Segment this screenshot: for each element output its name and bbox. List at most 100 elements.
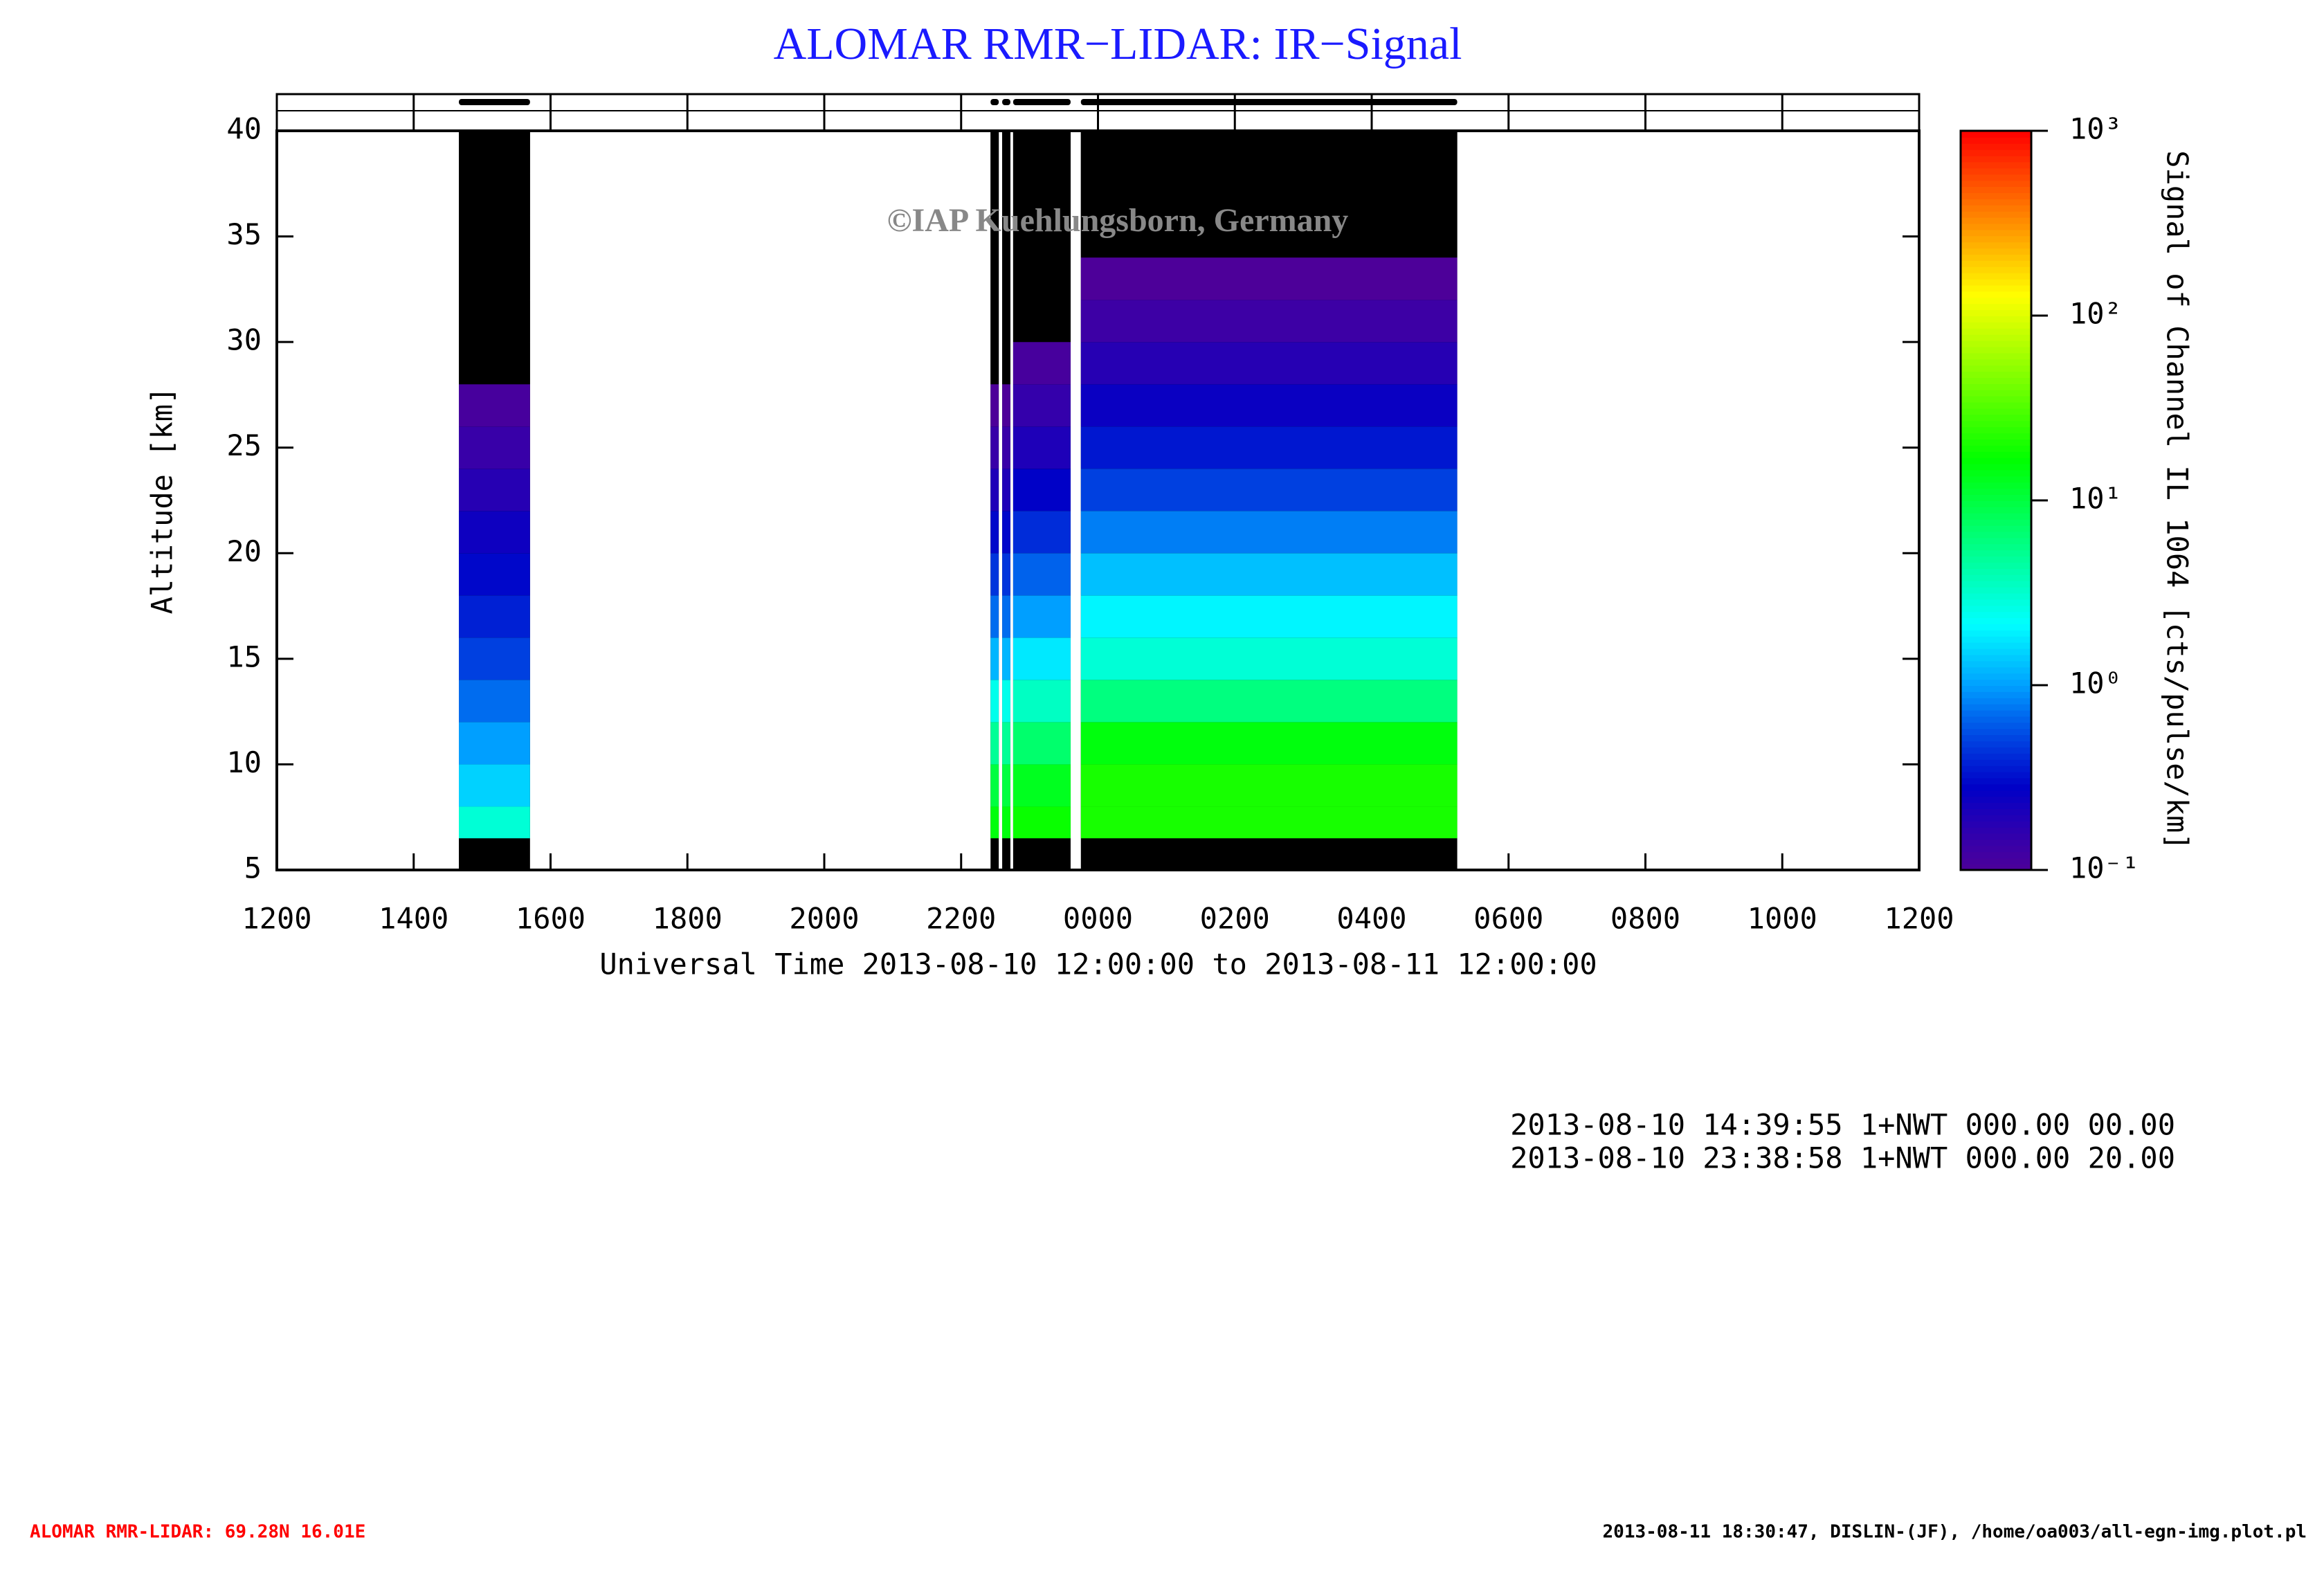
signal-cell	[1013, 680, 1071, 723]
colorbar-step	[1961, 642, 2031, 649]
colorbar-step	[1961, 826, 2031, 834]
colorbar-step	[1961, 537, 2031, 545]
signal-cell	[1002, 637, 1010, 680]
colorbar-step	[1961, 531, 2031, 538]
signal-cell	[459, 215, 530, 258]
signal-cell	[459, 342, 530, 385]
colorbar-step	[1961, 359, 2031, 366]
signal-cell	[1013, 469, 1071, 511]
signal-cell	[459, 595, 530, 638]
colorbar-step	[1961, 377, 2031, 384]
signal-cell	[459, 131, 530, 174]
x-tick-label: 0400	[1336, 902, 1406, 936]
signal-cell	[990, 257, 999, 300]
signal-cell	[459, 764, 530, 807]
colorbar-tick-label: 10¹	[2069, 482, 2122, 516]
signal-cell	[990, 426, 999, 469]
signal-cell	[1080, 764, 1458, 807]
chart-title: ALOMAR RMR−LIDAR: IR−Signal	[774, 19, 1462, 69]
colorbar-step	[1961, 426, 2031, 434]
signal-cell	[1002, 680, 1010, 723]
colorbar-step	[1961, 204, 2031, 212]
colorbar-step	[1961, 771, 2031, 779]
x-tick-label: 2000	[789, 902, 859, 936]
signal-cell	[459, 722, 530, 765]
colorbar-step	[1961, 851, 2031, 859]
colorbar-step	[1961, 149, 2031, 156]
colorbar-tick-label: 10⁰	[2069, 666, 2122, 700]
colorbar-step	[1961, 272, 2031, 280]
signal-cell	[1013, 553, 1071, 596]
colorbar-step	[1961, 796, 2031, 804]
colorbar-step	[1961, 752, 2031, 760]
colorbar-step	[1961, 648, 2031, 655]
signal-cell	[1013, 806, 1071, 839]
colorbar-step	[1961, 624, 2031, 631]
signal-cell	[1002, 300, 1010, 343]
colorbar-step	[1961, 839, 2031, 846]
strip-period	[990, 99, 999, 105]
signal-cell	[459, 511, 530, 554]
colorbar-step	[1961, 679, 2031, 686]
colorbar-step	[1961, 592, 2031, 600]
colorbar-step	[1961, 401, 2031, 409]
colorbar-step	[1961, 734, 2031, 742]
signal-cell	[990, 384, 999, 427]
colorbar-step	[1961, 309, 2031, 316]
signal-cell	[459, 173, 530, 216]
y-tick-label: 10	[226, 745, 262, 779]
colorbar-step	[1961, 242, 2031, 249]
x-tick-label: 1400	[379, 902, 448, 936]
x-tick-label: 1800	[653, 902, 723, 936]
colorbar-step	[1961, 266, 2031, 273]
signal-cell	[1080, 131, 1458, 174]
colorbar-step	[1961, 556, 2031, 563]
signal-cell	[1080, 342, 1458, 385]
colorbar-step	[1961, 820, 2031, 828]
colorbar-step	[1961, 365, 2031, 372]
colorbar-step	[1961, 254, 2031, 261]
x-tick-label: 0000	[1063, 902, 1133, 936]
colorbar-step	[1961, 709, 2031, 717]
signal-cell	[1002, 173, 1010, 216]
colorbar-step	[1961, 808, 2031, 815]
signal-cell	[990, 173, 999, 216]
colorbar-step	[1961, 180, 2031, 188]
colorbar-step	[1961, 525, 2031, 532]
colorbar-step	[1961, 223, 2031, 230]
y-tick-label: 35	[226, 217, 262, 251]
colorbar-step	[1961, 303, 2031, 311]
colorbar-step	[1961, 346, 2031, 354]
signal-cell	[1013, 637, 1071, 680]
signal-cell	[990, 722, 999, 765]
signal-cell	[459, 257, 530, 300]
colorbar-step	[1961, 635, 2031, 643]
signal-cell	[1013, 300, 1071, 343]
colorbar-step	[1961, 605, 2031, 613]
signal-cell	[1080, 257, 1458, 300]
strip-period	[1013, 99, 1071, 105]
colorbar-step	[1961, 161, 2031, 169]
colorbar-tick-label: 10³	[2069, 112, 2122, 146]
colorbar-step	[1961, 340, 2031, 347]
signal-cell	[1080, 553, 1458, 596]
colorbar-step	[1961, 469, 2031, 477]
signal-cell	[1013, 257, 1071, 300]
x-axis-label: Universal Time 2013-08-10 12:00:00 to 20…	[599, 947, 1597, 981]
signal-cell	[1080, 384, 1458, 427]
colorbar-step	[1961, 858, 2031, 865]
colorbar-step	[1961, 352, 2031, 360]
signal-cell	[990, 131, 999, 174]
signal-cell	[1002, 595, 1010, 638]
signal-cell	[990, 215, 999, 258]
signal-cell	[990, 553, 999, 596]
colorbar-step	[1961, 802, 2031, 809]
colorbar-step	[1961, 833, 2031, 840]
signal-cell	[1002, 722, 1010, 765]
colorbar-step	[1961, 260, 2031, 267]
colorbar-step	[1961, 814, 2031, 822]
colorbar-step	[1961, 611, 2031, 619]
signal-cell	[459, 426, 530, 469]
y-tick-label: 25	[226, 428, 262, 462]
signal-cell	[1013, 384, 1071, 427]
